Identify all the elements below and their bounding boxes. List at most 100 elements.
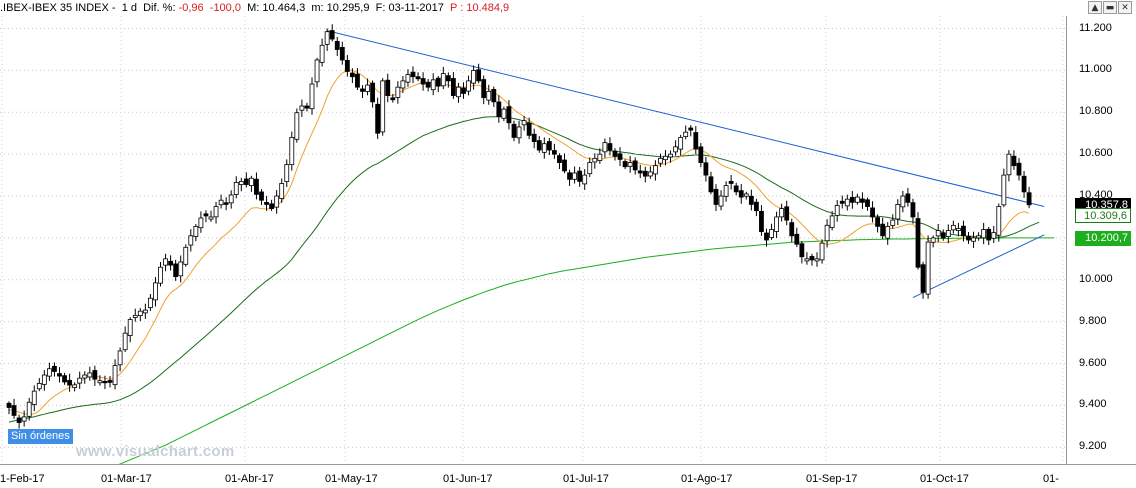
candle: [658, 153, 663, 167]
candle: [112, 359, 118, 390]
trendlines[interactable]: [327, 30, 1045, 299]
candle: [329, 24, 335, 42]
candle-body: [259, 191, 264, 201]
candle-body: [905, 193, 911, 203]
candle: [824, 219, 830, 248]
candle: [940, 229, 946, 241]
candle: [718, 190, 724, 211]
price-tick-label: 10.800: [1079, 105, 1113, 118]
candle-body: [420, 78, 426, 85]
candle-body: [759, 210, 764, 233]
candle: [905, 187, 911, 207]
candle-body: [102, 380, 108, 384]
candle-body: [314, 59, 320, 83]
candle: [57, 367, 62, 383]
candle-body: [193, 225, 199, 237]
candle-body: [274, 195, 280, 208]
candle: [693, 126, 699, 154]
candle: [435, 76, 441, 93]
window-controls: ▲ ▬ ✕: [1088, 1, 1132, 15]
candle-body: [880, 223, 886, 237]
candle-body: [804, 258, 810, 262]
candle-body: [440, 73, 446, 87]
candle-body: [658, 157, 663, 164]
candle: [506, 100, 512, 130]
candle-body: [950, 224, 956, 231]
candle-body: [6, 402, 12, 408]
candle: [334, 36, 340, 56]
candle: [754, 198, 759, 217]
price-tick-label: 9.200: [1079, 440, 1107, 453]
candle-body: [107, 380, 113, 383]
candle: [961, 220, 966, 242]
price-axis[interactable]: 11.20011.00010.80010.60010.40010.20010.0…: [1066, 16, 1136, 464]
candle: [193, 223, 199, 242]
candle-body: [506, 106, 512, 124]
candle: [698, 142, 704, 168]
min-value: 10.295,9: [326, 2, 370, 14]
candle: [895, 199, 901, 226]
candle-body: [360, 88, 365, 92]
candle: [849, 191, 855, 209]
candle-body: [198, 217, 204, 229]
candle-body: [137, 310, 143, 317]
candle-body: [405, 74, 411, 83]
minimize-button[interactable]: ▬: [1103, 1, 1117, 14]
candle: [67, 373, 72, 392]
candle: [597, 148, 603, 164]
date-tick-label: 01-Ago-17: [681, 473, 733, 485]
candle: [299, 99, 305, 117]
candle-body: [713, 188, 719, 205]
candle: [764, 228, 769, 247]
candle-body: [870, 207, 875, 218]
candle: [546, 138, 552, 156]
candle-body: [627, 162, 633, 167]
candle: [314, 57, 320, 88]
candle: [82, 371, 88, 384]
candle: [6, 401, 12, 415]
candle: [173, 259, 179, 281]
candle: [784, 200, 790, 226]
candle-body: [829, 215, 835, 228]
candle: [855, 193, 860, 205]
candle: [728, 175, 734, 190]
candle-body: [723, 185, 729, 197]
collapse-button[interactable]: ▲: [1088, 1, 1102, 14]
candle: [466, 75, 471, 96]
candle-body: [218, 199, 224, 206]
candle-body: [1021, 175, 1027, 193]
candle: [183, 244, 189, 267]
candle-body: [774, 216, 779, 232]
candle-body: [900, 195, 906, 208]
candle-body: [243, 178, 249, 185]
candle-body: [501, 108, 507, 119]
candle-body: [925, 241, 931, 295]
candle: [526, 117, 532, 140]
candle-body: [668, 153, 673, 158]
close-button[interactable]: ✕: [1118, 1, 1132, 14]
candle-body: [147, 297, 153, 309]
candle: [981, 222, 987, 245]
candle: [678, 134, 684, 156]
candle-body: [188, 235, 194, 246]
candle: [920, 261, 926, 299]
candle-body: [930, 237, 936, 243]
candle-body: [233, 182, 239, 195]
candle-body: [748, 195, 754, 205]
candle-body: [471, 70, 477, 84]
candle-body: [809, 256, 815, 261]
candle: [107, 375, 113, 388]
candle-body: [168, 260, 174, 266]
candle-body: [895, 204, 901, 220]
date-tick-label: 1-Feb-17: [0, 473, 45, 485]
price-chart[interactable]: [0, 0, 1066, 464]
candle-body: [890, 219, 896, 226]
date-axis[interactable]: 1-Feb-17 01-Mar-17 01-Abr-17 01-May-17 01-Ju…: [0, 464, 1136, 488]
candle: [208, 210, 214, 222]
orders-status-badge[interactable]: Sin órdenes: [8, 429, 73, 444]
candle-body: [637, 170, 643, 174]
candle-body: [77, 377, 83, 384]
date-tick-label: 01-Jun-17: [443, 473, 493, 485]
candle-body: [956, 228, 961, 231]
candle-body: [678, 137, 684, 150]
